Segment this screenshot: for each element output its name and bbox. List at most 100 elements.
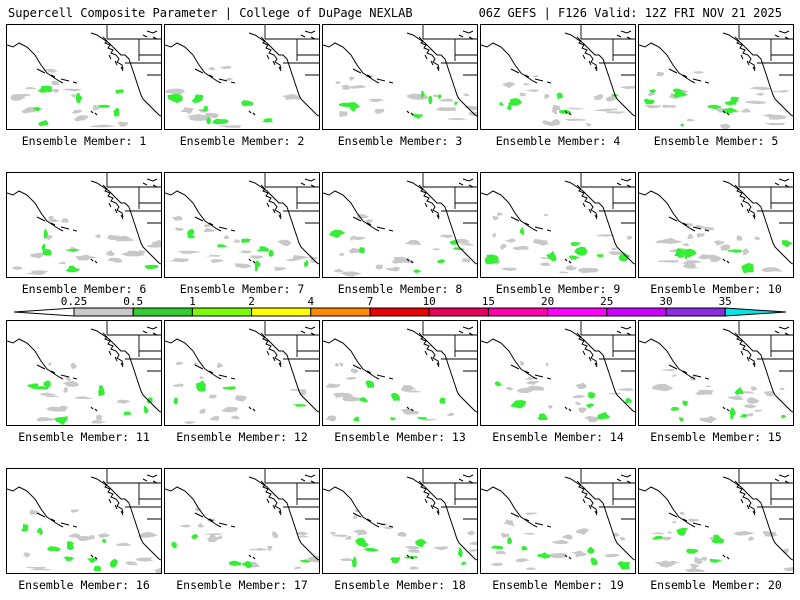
scp-mid-field	[352, 380, 446, 422]
colorbar-low-arrow	[13, 307, 75, 317]
scp-low-field	[648, 511, 793, 572]
political-borders	[422, 469, 477, 520]
coastline-detail	[102, 480, 124, 514]
coastline-detail	[418, 184, 440, 218]
colorbar-segment	[487, 307, 549, 317]
ensemble-member-map	[480, 468, 636, 574]
coastline-detail	[260, 480, 282, 514]
hawaii-islands	[248, 406, 256, 412]
hawaii-islands	[248, 110, 256, 116]
hawaii-islands	[248, 258, 256, 264]
ensemble-member-label: Ensemble Member: 5	[653, 134, 779, 148]
coastline-detail	[576, 184, 598, 218]
scp-mid-field	[484, 226, 630, 265]
scp-low-field	[483, 212, 633, 274]
ensemble-member-label: Ensemble Member: 17	[176, 578, 308, 592]
map-svg	[7, 469, 161, 573]
islands	[510, 178, 632, 232]
colorbar-segment	[665, 307, 726, 317]
scp-low-field	[10, 68, 128, 128]
coastline	[639, 32, 793, 117]
coastline	[481, 180, 635, 265]
ensemble-member-map	[164, 468, 320, 574]
ensemble-member-label: Ensemble Member: 6	[21, 282, 147, 296]
scp-low-field	[173, 361, 309, 424]
coastline-detail	[102, 184, 124, 218]
political-borders	[580, 469, 635, 520]
colorbar-segment	[191, 307, 253, 317]
ensemble-member-label: Ensemble Member: 20	[650, 578, 782, 592]
coastline	[481, 32, 635, 117]
scp-mid-field	[674, 240, 793, 274]
colorbar-segment	[547, 307, 608, 317]
hawaii-islands	[90, 258, 98, 264]
hawaii-islands	[90, 110, 98, 116]
coastline-detail	[418, 36, 440, 70]
ensemble-member-map	[480, 172, 636, 278]
ensemble-member-map	[322, 24, 478, 130]
ensemble-member-label: Ensemble Member: 14	[492, 430, 624, 444]
scp-low-field	[165, 65, 301, 128]
hawaii-islands	[406, 406, 414, 412]
scp-low-field	[324, 362, 455, 422]
coastline	[639, 328, 793, 413]
colorbar-segment	[310, 307, 371, 317]
scp-low-field	[334, 214, 474, 277]
ensemble-member-label: Ensemble Member: 18	[334, 578, 466, 592]
map-svg	[7, 173, 161, 276]
ensemble-member-map	[6, 320, 162, 426]
map-svg	[481, 25, 635, 127]
scp-low-field	[22, 509, 161, 573]
scp-low-field	[491, 512, 626, 570]
political-borders	[106, 173, 161, 224]
scp-mid-field	[32, 85, 124, 127]
scp-low-field	[169, 215, 318, 271]
political-borders	[422, 25, 477, 76]
islands	[668, 30, 790, 84]
political-borders	[264, 321, 319, 372]
map-svg	[481, 321, 635, 423]
color-scale-bar: 0.25 0.5 1 2 4 7 10 15 20 25 30 35	[13, 296, 787, 317]
map-svg	[165, 469, 319, 570]
political-borders	[264, 25, 319, 76]
scp-mid-field	[21, 523, 118, 572]
ensemble-member-map	[638, 24, 794, 130]
ensemble-member-map	[480, 320, 636, 426]
ensemble-member-map	[6, 468, 162, 574]
scp-low-field	[505, 360, 635, 423]
hawaii-islands	[722, 258, 730, 264]
colorbar-tick-label: 35	[719, 296, 732, 308]
scp-mid-field	[27, 380, 153, 425]
map-svg	[639, 321, 793, 424]
ensemble-member-map	[480, 24, 636, 130]
coastline	[7, 180, 161, 265]
ensemble-member-label: Ensemble Member: 19	[492, 578, 624, 592]
scp-low-field	[655, 223, 783, 273]
scp-low-field	[329, 509, 477, 570]
islands	[194, 326, 316, 380]
coastline	[165, 180, 319, 265]
islands	[36, 30, 158, 84]
hawaii-islands	[406, 110, 414, 116]
scp-mid-field	[173, 380, 306, 407]
islands	[510, 326, 632, 380]
ensemble-member-label: Ensemble Member: 15	[650, 430, 782, 444]
coastline	[323, 476, 477, 561]
political-borders	[738, 173, 793, 224]
coastline-detail	[102, 332, 124, 366]
map-svg	[639, 469, 793, 572]
coastline-detail	[576, 332, 598, 366]
hawaii-islands	[722, 554, 730, 560]
ensemble-member-label: Ensemble Member: 9	[495, 282, 621, 296]
colorbar-tick-label: 0.25	[61, 296, 88, 308]
coastline-detail	[260, 36, 282, 70]
scp-mid-field	[643, 88, 740, 127]
scp-mid-field	[670, 386, 787, 422]
map-title: Supercell Composite Parameter | College …	[8, 6, 413, 20]
scp-mid-field	[41, 228, 159, 273]
colorbar-tick-label: 20	[541, 296, 554, 308]
scp-mid-field	[167, 93, 274, 125]
scp-mid-field	[351, 537, 467, 568]
coastline-detail	[102, 36, 124, 70]
ensemble-member-label: Ensemble Member: 13	[334, 430, 466, 444]
